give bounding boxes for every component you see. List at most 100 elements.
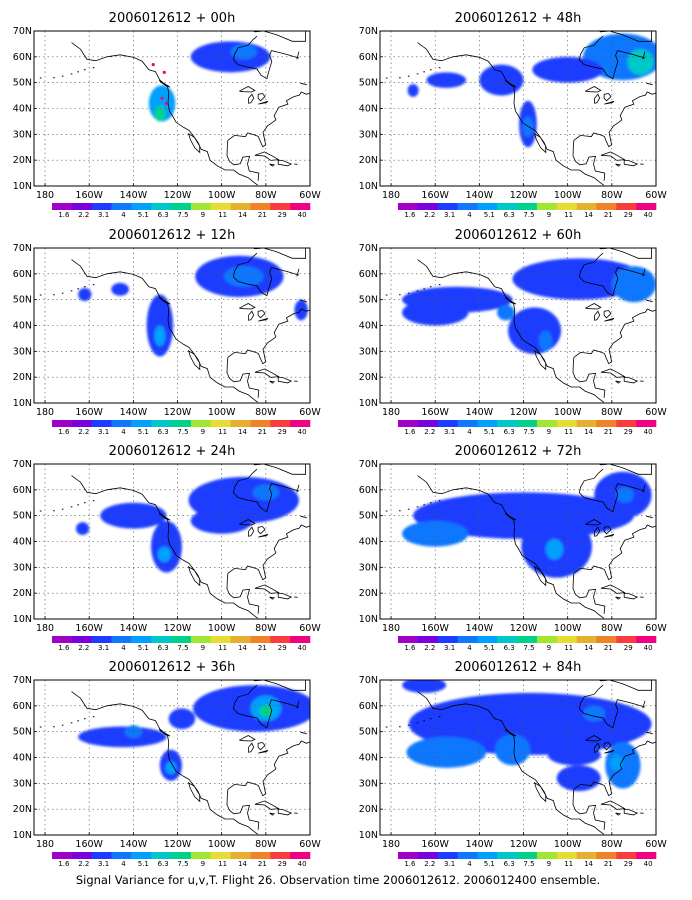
colorbar-swatch xyxy=(556,852,577,859)
colorbar-swatch xyxy=(437,203,458,210)
panel-title: 2006012612 + 36h xyxy=(109,660,236,675)
colorbar-label: 9 xyxy=(547,860,551,868)
colorbar-swatch xyxy=(71,420,92,427)
colorbar-swatch xyxy=(556,203,577,210)
variance-contour xyxy=(165,761,177,775)
lon-tick-label: 160W xyxy=(75,623,103,634)
gridlines xyxy=(34,248,310,403)
lon-tick-label: 140W xyxy=(466,623,494,634)
lon-tick-label: 120W xyxy=(510,190,538,201)
lat-tick-label: 60N xyxy=(13,269,32,280)
colorbar-swatch xyxy=(596,636,617,643)
lat-tick-label: 70N xyxy=(13,26,32,37)
colorbar-swatch xyxy=(250,852,271,859)
colorbar-label: 21 xyxy=(604,644,613,652)
colorbar-label: 5.1 xyxy=(484,860,495,868)
colorbar-label: 7.5 xyxy=(177,644,188,652)
colorbar-label: 2.2 xyxy=(424,211,435,219)
colorbar-label: 14 xyxy=(238,428,247,436)
variance-contour xyxy=(616,487,634,503)
colorbar-label: 5.1 xyxy=(138,428,149,436)
lon-tick-label: 180 xyxy=(36,190,54,201)
lon-tick-label: 180 xyxy=(382,190,400,201)
variance-contour xyxy=(402,299,469,326)
colorbar-label: 6.3 xyxy=(504,211,515,219)
colorbar-swatch xyxy=(576,636,597,643)
colorbar-label: 21 xyxy=(258,428,267,436)
colorbar: 1.6 2.2 3.1 4 5.1 6.3 7.5 9 11 14 21 29 40 xyxy=(398,420,657,436)
colorbar-swatch xyxy=(270,852,291,859)
colorbar-swatch xyxy=(636,420,657,427)
aleutian-islands xyxy=(385,67,441,79)
coastlines xyxy=(71,31,310,186)
colorbar-swatch xyxy=(250,636,271,643)
colorbar-swatch xyxy=(190,420,212,427)
lat-tick-label: 10N xyxy=(13,181,32,192)
colorbar-swatch xyxy=(616,420,637,427)
lon-tick-label: 80W xyxy=(255,839,277,850)
gridlines xyxy=(380,31,656,186)
lat-tick-label: 10N xyxy=(359,398,378,409)
lat-tick-label: 40N xyxy=(359,104,378,115)
colorbar: 1.6 2.2 3.1 4 5.1 6.3 7.5 9 11 14 21 29 40 xyxy=(52,636,311,652)
coastlines xyxy=(417,31,656,186)
colorbar: 1.6 2.2 3.1 4 5.1 6.3 7.5 9 11 14 21 29 40 xyxy=(398,203,657,219)
colorbar-label: 14 xyxy=(584,860,593,868)
colorbar-swatch xyxy=(71,203,92,210)
lat-tick-label: 50N xyxy=(359,295,378,306)
colorbar-swatch xyxy=(230,852,251,859)
colorbar-swatch xyxy=(636,852,657,859)
lat-tick-label: 40N xyxy=(13,753,32,764)
colorbar-swatch xyxy=(398,636,419,643)
colorbar-swatch xyxy=(517,636,538,643)
lat-tick-label: 30N xyxy=(359,346,378,357)
colorbar-label: 29 xyxy=(278,860,287,868)
gridlines xyxy=(380,680,656,835)
colorbar-label: 4 xyxy=(467,428,472,436)
colorbar-label: 2.2 xyxy=(78,644,89,652)
lat-tick-label: 70N xyxy=(359,243,378,254)
colorbar-label: 14 xyxy=(238,211,247,219)
colorbar-label: 21 xyxy=(604,428,613,436)
gridlines xyxy=(380,464,656,619)
colorbar-label: 40 xyxy=(644,428,653,436)
lat-tick-label: 70N xyxy=(13,243,32,254)
lon-tick-label: 100W xyxy=(208,623,236,634)
variance-contour xyxy=(259,704,273,718)
variance-contour xyxy=(556,765,601,792)
colorbar-label: 2.2 xyxy=(78,860,89,868)
colorbar-label: 9 xyxy=(201,211,205,219)
colorbar-label: 1.6 xyxy=(58,644,70,652)
gridlines xyxy=(380,248,656,403)
colorbar-swatch xyxy=(437,420,458,427)
lat-tick-label: 70N xyxy=(13,675,32,686)
lon-tick-label: 160W xyxy=(421,190,449,201)
variance-contour xyxy=(545,538,564,560)
aleutian-islands xyxy=(39,716,95,728)
lon-tick-label: 180 xyxy=(382,623,400,634)
colorbar-label: 6.3 xyxy=(504,428,515,436)
observation-marker xyxy=(162,70,166,74)
colorbar-swatch xyxy=(517,203,538,210)
lon-tick-label: 180 xyxy=(36,839,54,850)
variance-contour xyxy=(154,105,166,122)
colorbar-label: 1.6 xyxy=(58,860,70,868)
lat-tick-label: 50N xyxy=(359,727,378,738)
colorbar-label: 14 xyxy=(584,211,593,219)
colorbar-label: 1.6 xyxy=(58,428,70,436)
lon-tick-label: 100W xyxy=(554,623,582,634)
lon-tick-label: 160W xyxy=(75,839,103,850)
colorbar-label: 4 xyxy=(121,644,126,652)
panel-title: 2006012612 + 12h xyxy=(109,228,236,243)
colorbar-swatch xyxy=(457,852,478,859)
variance-contour xyxy=(294,299,308,321)
colorbar-swatch xyxy=(290,636,311,643)
colorbar-swatch xyxy=(71,852,92,859)
colorbar-swatch xyxy=(596,420,617,427)
colorbar-label: 1.6 xyxy=(404,644,416,652)
variance-contour xyxy=(426,72,467,88)
colorbar-label: 1.6 xyxy=(404,428,416,436)
colorbar-swatch xyxy=(290,852,311,859)
lon-tick-label: 60W xyxy=(645,407,667,418)
